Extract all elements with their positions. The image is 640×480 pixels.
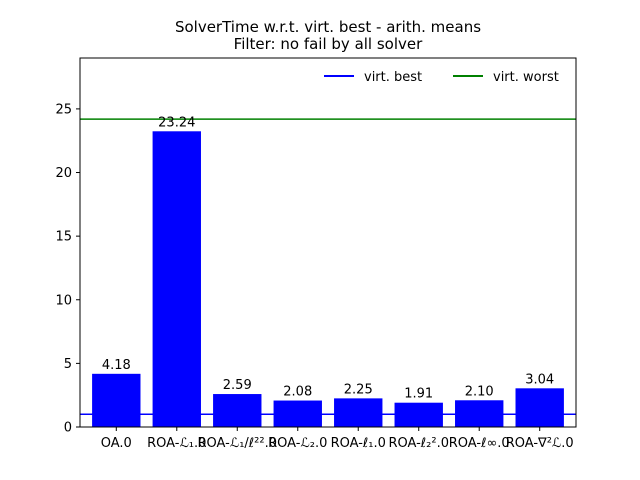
- bar: [334, 398, 383, 427]
- bar: [152, 131, 201, 428]
- x-tick-label: ROA-ℓ₂².0: [388, 436, 449, 451]
- x-tick-label: ROA-ℒ₁/ℓ²².0: [198, 436, 278, 451]
- chart-subtitle: Filter: no fail by all solver: [234, 35, 423, 53]
- data-label: 1.91: [404, 387, 433, 402]
- x-tick-label: ROA-∇²ℒ.0: [506, 436, 574, 451]
- x-tick-label: ROA-ℓ∞.0: [449, 436, 510, 451]
- chart-title: SolverTime w.r.t. virt. best - arith. me…: [175, 18, 481, 36]
- data-label: 2.08: [283, 385, 312, 400]
- data-label: 2.10: [465, 384, 494, 399]
- x-tick-label: OA.0: [101, 436, 132, 451]
- plot-frame: [79, 57, 577, 428]
- bar: [92, 373, 141, 427]
- plot-area: 0 5 10 15 20 25 OA.0 ROA-ℒ₁.0ROA-ℒ₁/ℓ²².0ROA-ℒ₂…: [55, 57, 577, 451]
- bar: [515, 388, 564, 427]
- x-tick-label: ROA-ℒ₂.0: [268, 436, 327, 451]
- legend-label: virt. worst: [493, 70, 559, 85]
- data-label: 2.59: [223, 378, 252, 393]
- y-tick-label: 10: [55, 293, 72, 308]
- y-tick-label: 15: [55, 230, 72, 245]
- legend: virt. best virt. worst: [324, 70, 559, 85]
- y-tick-label: 20: [55, 166, 72, 181]
- legend-label: virt. best: [364, 70, 422, 85]
- data-label: 3.04: [525, 372, 554, 387]
- data-label: 4.18: [102, 358, 131, 373]
- data-label: 23.24: [158, 115, 195, 130]
- y-tick-label: 25: [55, 102, 72, 117]
- bar: [213, 394, 262, 427]
- data-label: 2.25: [344, 382, 373, 397]
- y-tick-label: 5: [64, 357, 72, 372]
- x-tick-label: ROA-ℓ₁.0: [331, 436, 386, 451]
- x-tick-label: ROA-ℒ₁.0: [147, 436, 206, 451]
- y-tick-label: 0: [64, 421, 72, 436]
